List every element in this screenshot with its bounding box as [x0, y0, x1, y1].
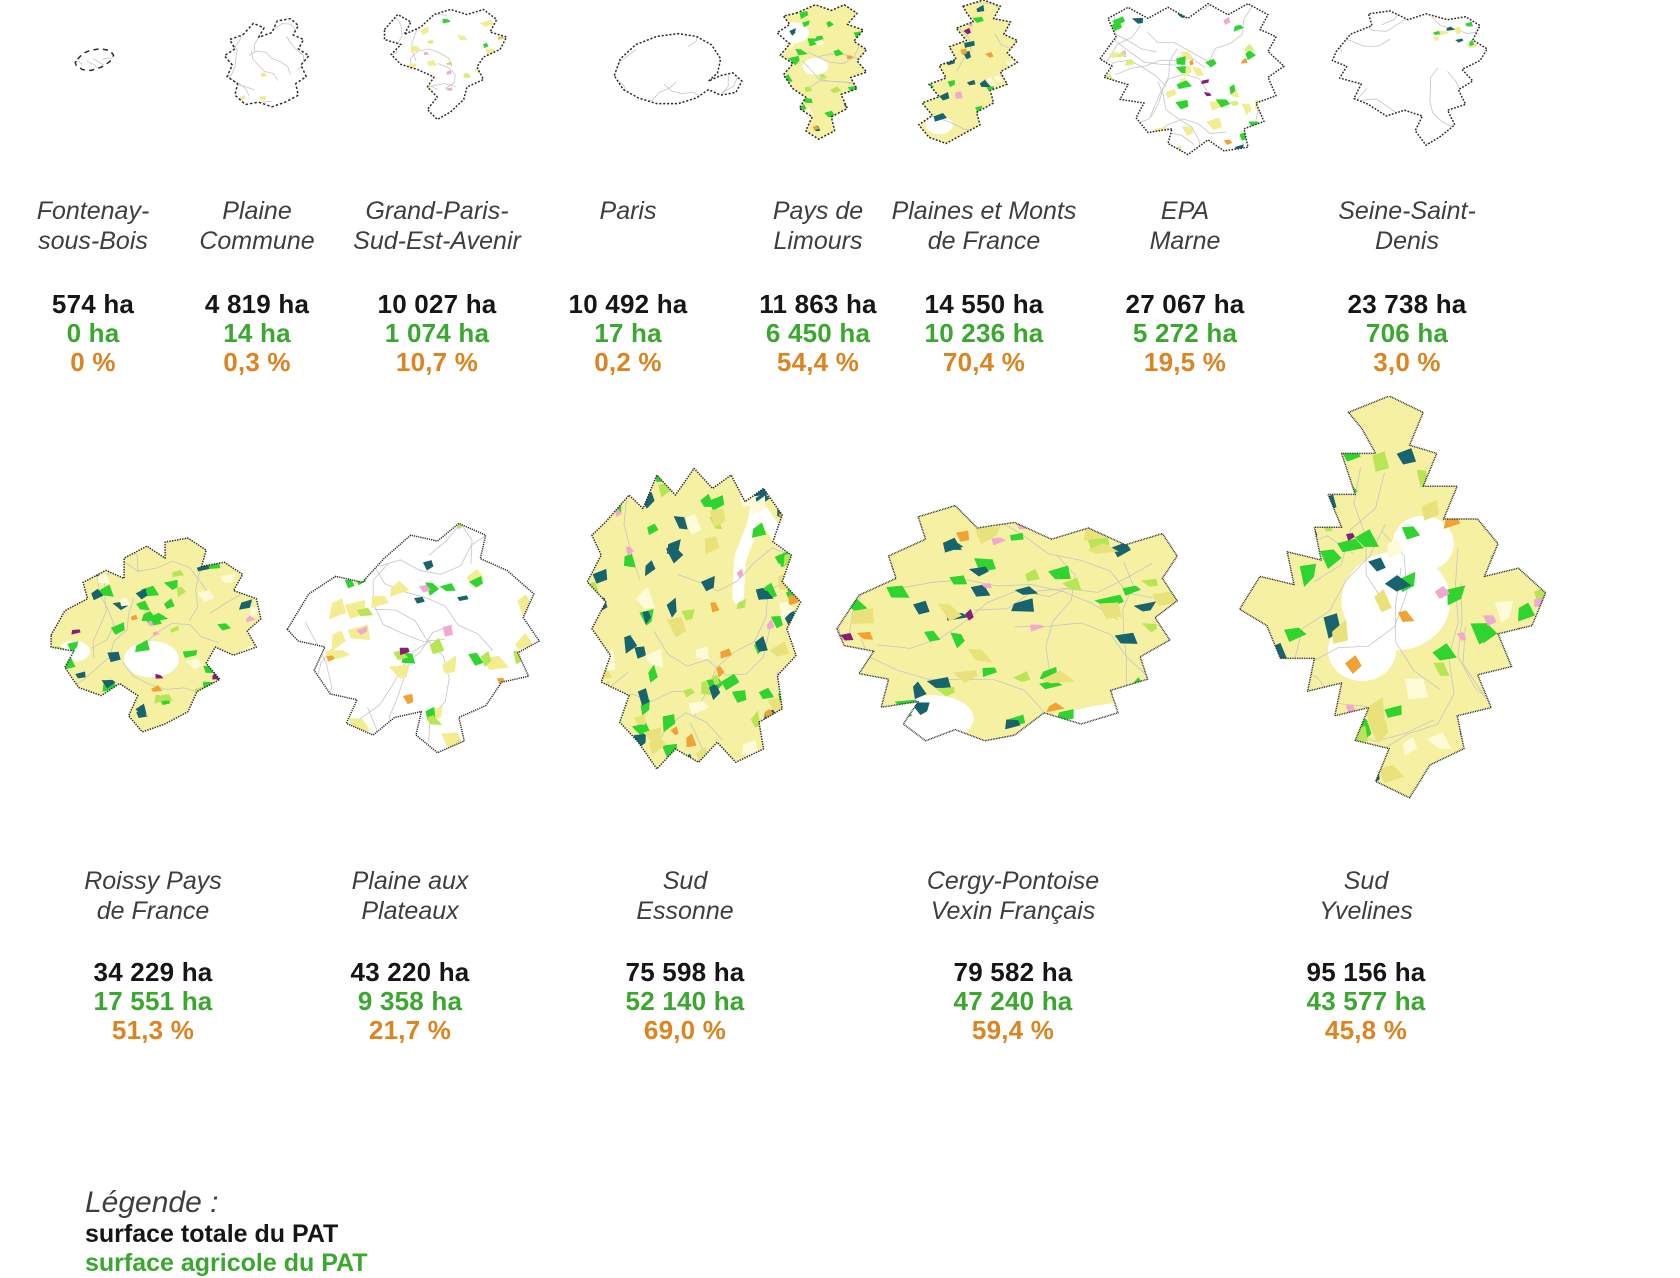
map-grand-paris-sud-est-avenir: [368, 2, 533, 127]
agricultural-share-value: 45,8 %: [1324, 1015, 1408, 1045]
agricultural-area-value: 14 ha: [223, 318, 291, 348]
agricultural-share-value: 54,4 %: [776, 347, 860, 377]
legend: Légende : surface totale du PAT surface …: [85, 1186, 367, 1278]
total-area-value: 4 819 ha: [204, 289, 310, 319]
territory-values: 23 738 ha 706 ha 3,0 %: [1307, 290, 1507, 377]
territory-name: Fontenay-sous-Bois: [36, 197, 150, 255]
map-roissy-pays-de-france: [42, 534, 270, 736]
territory-card-fontenay-sous-bois: Fontenay-sous-Bois 574 ha 0 ha 0 %: [0, 196, 193, 377]
territory-name: EPA Marne: [1149, 197, 1221, 255]
agricultural-share-value: 19,5 %: [1143, 347, 1227, 377]
territory-card-roissy-pays-de-france: Roissy Pays de France 34 229 ha 17 551 ha…: [3, 866, 303, 1045]
legend-item-agricultural-surface: surface agricole du PAT: [85, 1249, 368, 1277]
total-area-value: 10 492 ha: [568, 289, 688, 319]
territory-values: 79 582 ha 47 240 ha 59,4 %: [863, 958, 1163, 1045]
legend-heading: Légende :: [85, 1186, 219, 1219]
territory-card-seine-saint-denis: Seine-Saint- Denis 23 738 ha 706 ha 3,0 %: [1307, 196, 1507, 377]
territory-card-plaine-aux-plateaux: Plaine aux Plateaux 43 220 ha 9 358 ha 21…: [260, 866, 560, 1045]
territory-values: 4 819 ha 14 ha 0,3 %: [157, 290, 357, 377]
territory-card-paris: Paris 10 492 ha 17 ha 0,2 %: [528, 196, 728, 377]
territory-card-epa-marne: EPA Marne 27 067 ha 5 272 ha 19,5 %: [1085, 196, 1285, 377]
agricultural-share-value: 10,7 %: [395, 347, 479, 377]
agricultural-area-value: 6 450 ha: [765, 318, 871, 348]
territory-name: Plaine aux Plateaux: [351, 867, 469, 925]
agricultural-share-value: 70,4 %: [942, 347, 1026, 377]
total-area-value: 23 738 ha: [1347, 289, 1467, 319]
agricultural-share-value: 59,4 %: [971, 1015, 1055, 1045]
map-seine-saint-denis: [1318, 8, 1498, 154]
territory-name: Pays de Limours: [772, 197, 864, 255]
territory-card-sud-essonne: Sud Essonne 75 598 ha 52 140 ha 69,0 %: [535, 866, 835, 1045]
map-cergy-pontoise-vexin-francais: [822, 500, 1192, 780]
legend-item-total-surface: surface totale du PAT: [85, 1220, 339, 1248]
agricultural-area-value: 17 ha: [594, 318, 662, 348]
territory-name: Paris: [599, 197, 657, 225]
territory-name: Seine-Saint- Denis: [1338, 197, 1476, 255]
map-paris: [596, 14, 748, 154]
agricultural-share-value: 51,3 %: [111, 1015, 195, 1045]
territory-name: Cergy-Pontoise Vexin Français: [926, 867, 1100, 925]
territory-card-cergy-pontoise-vexin-francais: Cergy-Pontoise Vexin Français 79 582 ha 4…: [863, 866, 1163, 1045]
total-area-value: 27 067 ha: [1125, 289, 1245, 319]
territory-name: Plaines et Monts de France: [891, 197, 1077, 255]
total-area-value: 10 027 ha: [377, 289, 497, 319]
agricultural-share-value: 0,3 %: [223, 347, 291, 377]
agricultural-area-value: 43 577 ha: [1306, 986, 1426, 1016]
territory-values: 14 550 ha 10 236 ha 70,4 %: [884, 290, 1084, 377]
map-fontenay-sous-bois: [64, 44, 126, 84]
territory-card-plaine-commune: Plaine Commune 4 819 ha 14 ha 0,3 %: [157, 196, 357, 377]
total-area-value: 75 598 ha: [625, 957, 745, 987]
agricultural-area-value: 0 ha: [66, 318, 120, 348]
territory-values: 95 156 ha 43 577 ha 45,8 %: [1216, 958, 1516, 1045]
agricultural-area-value: 10 236 ha: [924, 318, 1044, 348]
total-area-value: 14 550 ha: [924, 289, 1044, 319]
territory-values: 43 220 ha 9 358 ha 21,7 %: [260, 958, 560, 1045]
territory-values: 11 863 ha 6 450 ha 54,4 %: [718, 290, 918, 377]
territory-name: Sud Essonne: [636, 867, 734, 925]
map-plaines-et-monts-de-france: [895, 0, 1065, 156]
total-area-value: 95 156 ha: [1306, 957, 1426, 987]
total-area-value: 34 229 ha: [93, 957, 213, 987]
territory-name: Roissy Pays de France: [84, 867, 222, 925]
territory-values: 75 598 ha 52 140 ha 69,0 %: [535, 958, 835, 1045]
agricultural-share-value: 0 %: [70, 347, 116, 377]
agricultural-share-value: 3,0 %: [1373, 347, 1441, 377]
agricultural-area-value: 5 272 ha: [1132, 318, 1238, 348]
total-area-value: 43 220 ha: [350, 957, 470, 987]
map-epa-marne: [1092, 0, 1292, 184]
territory-name: Grand-Paris- Sud-Est-Avenir: [353, 197, 521, 255]
map-plaine-commune: [198, 14, 330, 130]
territory-values: 27 067 ha 5 272 ha 19,5 %: [1085, 290, 1285, 377]
agricultural-area-value: 706 ha: [1365, 318, 1449, 348]
territory-card-grand-paris-sud-est-avenir: Grand-Paris- Sud-Est-Avenir 10 027 ha 1 0…: [337, 196, 537, 377]
agricultural-area-value: 52 140 ha: [625, 986, 745, 1016]
total-area-value: 11 863 ha: [759, 289, 877, 319]
total-area-value: 79 582 ha: [953, 957, 1073, 987]
agricultural-area-value: 9 358 ha: [357, 986, 463, 1016]
map-sud-essonne: [578, 455, 810, 789]
map-sud-yvelines: [1226, 396, 1566, 806]
map-plaine-aux-plateaux: [282, 494, 550, 788]
territory-name: Sud Yvelines: [1319, 867, 1413, 925]
agricultural-area-value: 17 551 ha: [93, 986, 213, 1016]
total-area-value: 574 ha: [51, 289, 135, 319]
agricultural-share-value: 21,7 %: [368, 1015, 452, 1045]
territory-name: Plaine Commune: [199, 197, 315, 255]
territory-values: 10 027 ha 1 074 ha 10,7 %: [337, 290, 537, 377]
territory-card-plaines-et-monts-de-france: Plaines et Monts de France 14 550 ha 10 2…: [884, 196, 1084, 377]
territory-card-sud-yvelines: Sud Yvelines 95 156 ha 43 577 ha 45,8 %: [1216, 866, 1516, 1045]
territory-values: 574 ha 0 ha 0 %: [0, 290, 193, 377]
agricultural-area-value: 47 240 ha: [953, 986, 1073, 1016]
territory-card-pays-de-limours: Pays de Limours 11 863 ha 6 450 ha 54,4 %: [718, 196, 918, 377]
territory-values: 34 229 ha 17 551 ha 51,3 %: [3, 958, 303, 1045]
agricultural-area-value: 1 074 ha: [384, 318, 490, 348]
agricultural-share-value: 0,2 %: [594, 347, 662, 377]
map-pays-de-limours: [745, 2, 905, 142]
territory-values: 10 492 ha 17 ha 0,2 %: [528, 290, 728, 377]
agricultural-share-value: 69,0 %: [643, 1015, 727, 1045]
